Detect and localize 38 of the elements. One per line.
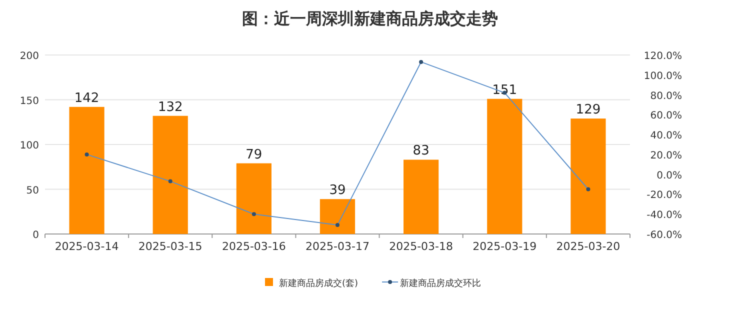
legend-label: 新建商品房成交(套) [279, 278, 358, 289]
bar [487, 98, 522, 234]
bar [69, 106, 104, 234]
y2-tick-label: 80.0% [650, 90, 682, 102]
data-label: 79 [246, 147, 262, 162]
x-tick-label: 2025-03-16 [222, 240, 286, 253]
bar [236, 163, 272, 234]
x-tick-label: 2025-03-19 [472, 240, 537, 253]
data-label: 83 [412, 144, 430, 159]
y-tick-label: 200 [20, 51, 39, 62]
y2-tick-label: 120.0% [644, 51, 682, 62]
y-tick-label: 150 [20, 96, 39, 107]
y2-tick-label: -40.0% [646, 210, 682, 222]
y2-tick-label: 60.0% [650, 110, 682, 122]
x-tick-label: 2025-03-15 [138, 240, 202, 253]
y2-tick-label: 40.0% [650, 130, 682, 142]
data-label: 132 [158, 100, 183, 115]
bar [570, 118, 606, 234]
data-label: 142 [74, 90, 100, 106]
bar [404, 160, 439, 234]
x-tick-label: 2025-03-20 [556, 240, 620, 253]
y2-tick-label: 0.0% [656, 170, 682, 182]
data-label: 39 [329, 183, 346, 198]
bar [152, 116, 188, 234]
y2-tick-label: -20.0% [646, 190, 682, 202]
y2-tick-label: -60.0% [646, 230, 682, 241]
x-tick-label: 2025-03-17 [306, 240, 370, 253]
x-tick-label: 2025-03-18 [389, 240, 454, 253]
y-tick-label: 50 [26, 185, 39, 196]
legend-label: 新建商品房成交环比 [400, 278, 482, 289]
y-tick-label: 100 [20, 140, 39, 152]
bar [320, 199, 356, 234]
y2-tick-label: 100.0% [644, 70, 682, 82]
y-tick-label: 0 [32, 230, 39, 241]
y2-tick-label: 20.0% [650, 150, 682, 162]
chart-title: 图：近一周深圳新建商品房成交走势 [242, 9, 498, 28]
x-tick-label: 2025-03-14 [54, 240, 119, 253]
data-label: 129 [576, 102, 601, 118]
